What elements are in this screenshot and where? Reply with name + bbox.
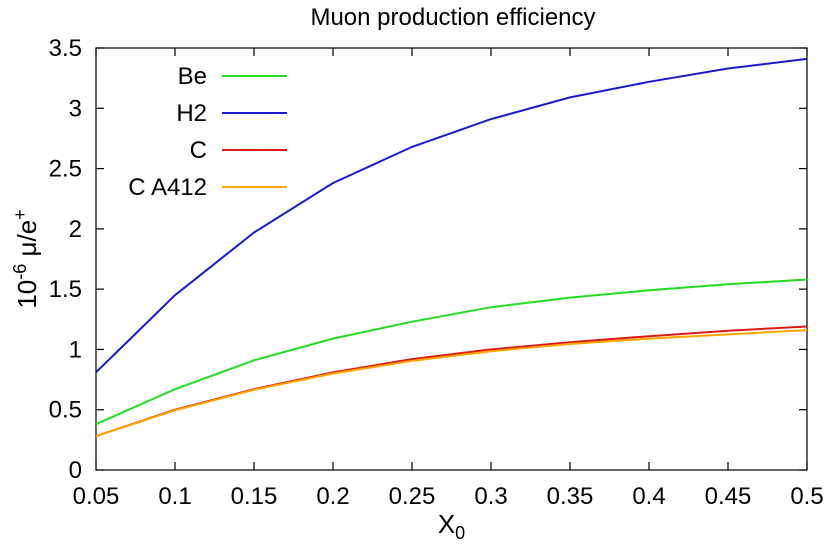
y-axis-label: 10-6 μ/e+ bbox=[10, 209, 42, 308]
y-tick-label: 2 bbox=[69, 216, 82, 243]
series-lines bbox=[95, 57, 808, 438]
series-line-4 bbox=[95, 329, 808, 438]
plot-frame bbox=[95, 47, 808, 471]
series-line-3 bbox=[95, 325, 808, 438]
legend-label: Be bbox=[178, 63, 207, 90]
x-tick-label: 0.5 bbox=[790, 483, 823, 510]
y-axis-label-exponent: -6 bbox=[10, 264, 30, 280]
x-tick-label: 0.15 bbox=[231, 483, 278, 510]
y-tick-label: 0.5 bbox=[49, 397, 82, 424]
y-axis-label-unit: μ/e bbox=[12, 220, 42, 264]
y-axis-label-prefix: 10 bbox=[12, 280, 42, 309]
y-tick-label: 3.5 bbox=[49, 35, 82, 62]
x-tick-label: 0.3 bbox=[474, 483, 507, 510]
y-axis-label-unit-sup: + bbox=[10, 209, 30, 220]
y-tick-label: 0 bbox=[69, 457, 82, 484]
y-tick-label: 1.5 bbox=[49, 276, 82, 303]
x-tick-label: 0.45 bbox=[705, 483, 752, 510]
x-tick-label: 0.1 bbox=[158, 483, 191, 510]
y-tick-label: 1 bbox=[69, 336, 82, 363]
x-axis-label-subscript: 0 bbox=[455, 523, 465, 543]
x-tick-label: 0.35 bbox=[547, 483, 594, 510]
x-axis-label: X0 bbox=[438, 509, 465, 543]
legend-label: H2 bbox=[176, 100, 207, 127]
legend: Be H2 C C A412 bbox=[128, 63, 287, 201]
x-axis-label-base: X bbox=[438, 509, 455, 539]
legend-label: C bbox=[190, 137, 207, 164]
x-tick-label: 0.05 bbox=[73, 483, 120, 510]
series-line-1 bbox=[95, 278, 808, 426]
x-tick-label: 0.2 bbox=[316, 483, 349, 510]
chart-title: Muon production efficiency bbox=[310, 4, 595, 31]
y-tick-label: 3 bbox=[69, 95, 82, 122]
y-tick-label: 2.5 bbox=[49, 156, 82, 183]
series-line-2 bbox=[95, 57, 808, 374]
axis-ticks bbox=[95, 47, 808, 471]
x-tick-label: 0.25 bbox=[389, 483, 436, 510]
legend-label: C A412 bbox=[128, 174, 207, 201]
x-tick-label: 0.4 bbox=[632, 483, 665, 510]
axis-tick-labels: 0.05 0.1 0.15 0.2 0.25 0.3 0.35 0.4 0.45 0.5 0 0.5 1… bbox=[49, 35, 824, 510]
